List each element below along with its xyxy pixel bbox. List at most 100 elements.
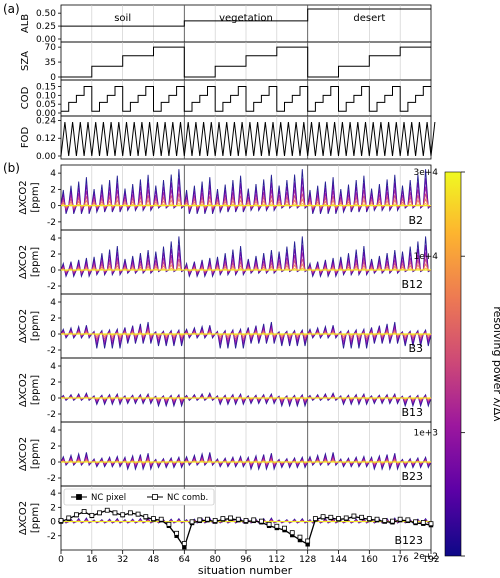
panel-b-b2-tag: B2 — [408, 214, 423, 227]
panel-a-cod-ytick-label: 0.00 — [36, 109, 56, 119]
panel-b-b3: ΔXCO2[ppm] 4 2 0 -2 B3 — [18, 293, 432, 359]
panel-b-b12: ΔXCO2[ppm] 4 2 0 -2 B12 — [18, 229, 432, 295]
nc-comb-marker — [212, 518, 218, 523]
panel-b-b3-ytick-label: -2 — [47, 346, 56, 356]
panel-a-alb: ALB 0.50 0.25 0.00 soil vegetation desert — [20, 4, 432, 45]
nc-comb-marker — [289, 530, 295, 536]
colorbar: 3e+4 1e+4 1e+3 2e+2 — [413, 168, 465, 562]
nc-comb-marker — [351, 513, 357, 519]
legend-marker — [152, 494, 158, 500]
panel-b-b123-tag: B123 — [394, 534, 423, 547]
panel-b-b2-ytick-label: 4 — [50, 169, 56, 179]
panel-b-b12-ytick-label: -2 — [47, 282, 56, 292]
nc-comb-marker — [66, 515, 72, 521]
colorbar-label: resolving power λ/Δλ — [491, 306, 500, 422]
panel-a-cod-ytick-label: 0.05 — [36, 100, 56, 110]
panel-a-fod-ylabel: FOD — [20, 127, 31, 149]
panels-a: ALB 0.50 0.25 0.00 soil vegetation desert SZA 70… — [20, 4, 436, 162]
nc-pixel-marker — [305, 542, 310, 547]
nc-comb-marker — [282, 525, 287, 531]
nc-comb-marker — [197, 517, 203, 523]
nc-comb-marker — [104, 507, 110, 513]
panel-b-b3-ytick-label: 2 — [50, 314, 56, 324]
nc-comb-marker — [181, 541, 187, 546]
nc-comb-marker — [127, 510, 133, 516]
nc-comb-marker — [320, 514, 326, 520]
nc-comb-marker — [158, 516, 164, 522]
nc-comb-marker — [359, 514, 365, 520]
panel-b-b2-ytick-label: 0 — [50, 202, 56, 212]
nc-comb-marker — [74, 512, 79, 518]
panel-b-b13-ytick-label: 0 — [50, 394, 56, 404]
panel-a-cod-series — [61, 86, 431, 112]
nc-comb-marker — [135, 511, 141, 517]
x-tick-label: 112 — [268, 555, 285, 565]
nc-comb-marker — [312, 516, 318, 521]
panel-b-b2-ytick-label: 2 — [50, 185, 56, 195]
x-axis-label: situation number — [198, 564, 293, 577]
nc-comb-marker — [235, 516, 241, 522]
panel-b-b3-tag: B3 — [408, 342, 423, 355]
panel-b-b123-ylabel-line: [ppm] — [30, 503, 41, 533]
panel-b-b2-ylabel: ΔXCO2[ppm] — [18, 180, 41, 214]
nc-comb-marker — [89, 512, 95, 518]
panel-b-b13: ΔXCO2[ppm] 4 2 0 -2 B13 — [18, 357, 432, 423]
x-tick-label: 16 — [86, 555, 98, 565]
panel-b-b12-ylabel: ΔXCO2[ppm] — [18, 245, 41, 279]
panel-a-alb-ytick-label: 0.50 — [36, 9, 56, 19]
panel-a-label: (a) — [3, 2, 20, 16]
panel-b-b12-ytick-label: 0 — [50, 266, 56, 276]
panel-b-b23-ylabel-line: [ppm] — [30, 439, 41, 469]
nc-comb-marker — [166, 521, 172, 527]
panel-a-sza-ytick-label: 35 — [45, 58, 56, 68]
colorbar-tick-label: 1e+3 — [413, 429, 438, 439]
nc-comb-marker — [243, 518, 249, 523]
panel-a-fod-ytick-label: 0.24 — [36, 116, 56, 126]
x-tick-label: 64 — [179, 555, 191, 565]
panel-a-sza-ylabel: SZA — [20, 51, 31, 71]
panel-a-sza-ytick-label: 70 — [45, 43, 57, 53]
panel-b-b123-ytick-label: 4 — [50, 489, 56, 499]
panel-a-cod-ytick-label: 0.15 — [36, 83, 56, 93]
nc-comb-marker — [428, 521, 434, 527]
panel-b-b12-ylabel-line: [ppm] — [30, 247, 41, 277]
panel-b-b3-ytick-label: 4 — [50, 298, 56, 308]
panel-b-b13-tag: B13 — [401, 406, 423, 419]
panel-b-b2-ytick-label: -2 — [47, 218, 56, 228]
panel-b-b13-ylabel-line: ΔXCO2 — [18, 373, 29, 407]
nc-comb-marker — [328, 514, 334, 520]
x-tick-label: 0 — [58, 555, 64, 565]
panel-b-b13-ytick-label: 4 — [50, 362, 56, 372]
panel-b-b12-ytick-label: 4 — [50, 234, 56, 244]
x-tick-label: 176 — [392, 555, 409, 565]
nc-comb-marker — [143, 514, 149, 520]
x-tick-label: 96 — [240, 555, 252, 565]
nc-comb-marker — [112, 510, 118, 516]
nc-pixel-marker — [182, 544, 187, 550]
nc-comb-marker — [336, 516, 341, 521]
panel-a-cod: COD 0.150.100.050.00 — [20, 79, 432, 119]
panel-b-b2-ylabel-line: [ppm] — [30, 182, 41, 212]
panel-b-b123-ytick-label: -2 — [47, 532, 56, 542]
legend-marker — [76, 494, 82, 500]
panel-b-b123: ΔXCO2[ppm] 4 2 0 -2 B123 NC pixel NC comb. — [18, 485, 434, 551]
legend-box — [63, 488, 215, 506]
panel-a-alb-ylabel: ALB — [20, 14, 31, 33]
nc-comb-marker — [305, 538, 311, 544]
panel-b-b12-tag: B12 — [401, 278, 423, 291]
panel-b-b13-ytick-label: 2 — [50, 378, 56, 388]
panel-a-sza-ytick-label: 0 — [50, 73, 56, 83]
panel-a-cod-ylabel: COD — [20, 86, 31, 109]
annotation-vegetation: vegetation — [219, 13, 273, 24]
panel-b-b23-ytick-label: 0 — [50, 458, 56, 468]
panel-b-b3-ylabel: ΔXCO2[ppm] — [18, 309, 41, 343]
colorbar-gradient — [444, 171, 462, 557]
nc-comb-marker — [413, 519, 418, 525]
panel-a-fod-ytick-label: 0.12 — [36, 134, 56, 144]
panel-b-b23-ylabel-line: ΔXCO2 — [18, 437, 29, 471]
panel-b-b2: ΔXCO2[ppm] 4 2 0 -2 B2 — [18, 164, 432, 231]
panel-b-b12-ylabel-line: ΔXCO2 — [18, 245, 29, 279]
nc-comb-marker — [189, 519, 195, 525]
panel-a-fod-series — [60, 121, 436, 157]
